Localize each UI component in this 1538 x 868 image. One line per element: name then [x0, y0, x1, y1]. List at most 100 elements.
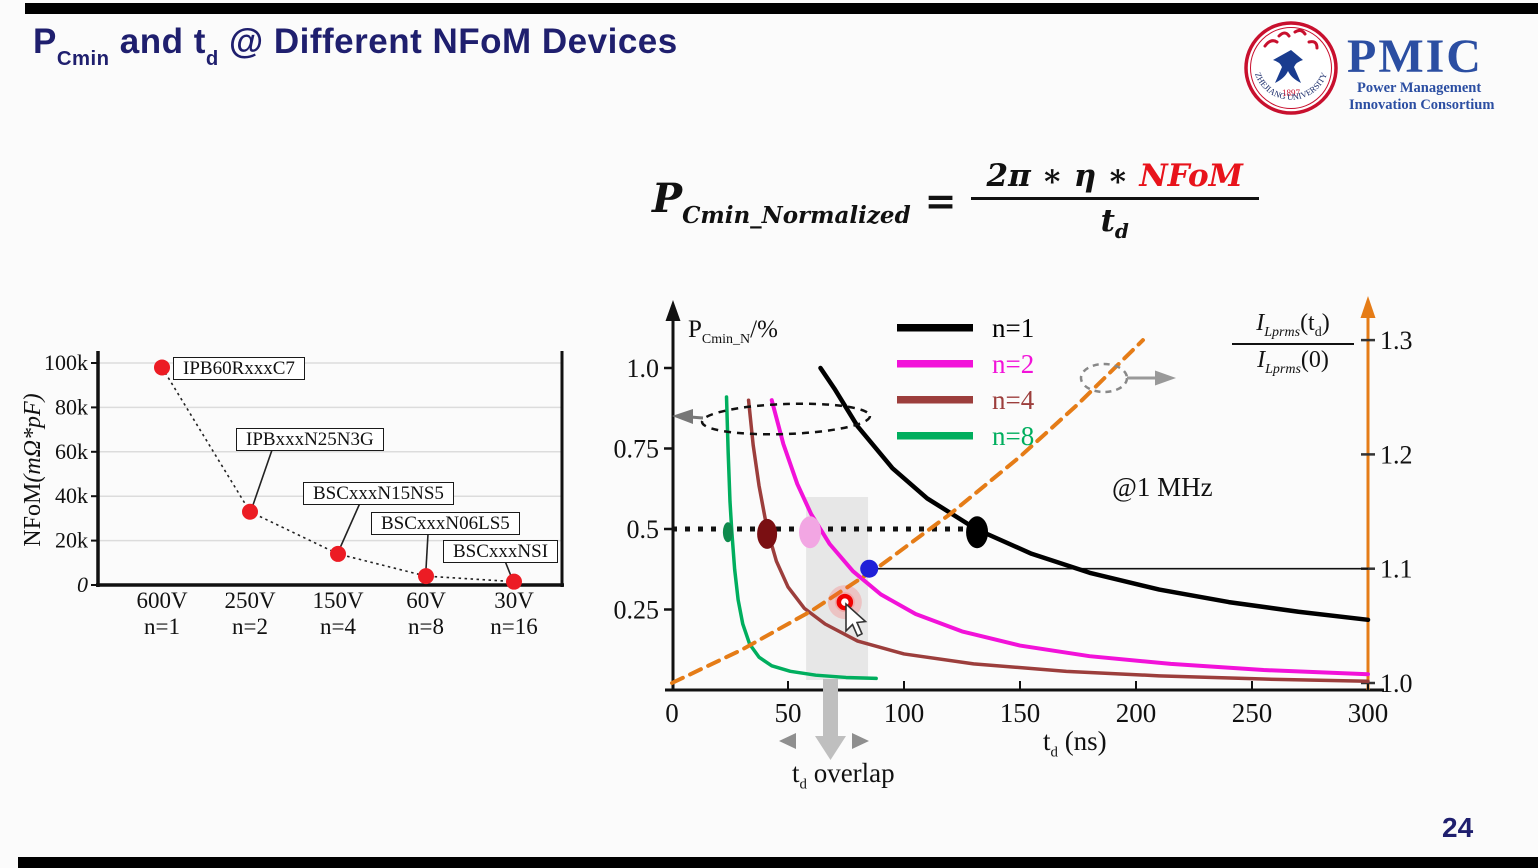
- title-mid: and t: [109, 22, 206, 61]
- formula-equals: =: [924, 178, 957, 224]
- ratio-num-base: I: [1256, 310, 1265, 336]
- legend-swatch-n=8: [897, 432, 973, 440]
- ratio-den-end: (0): [1300, 346, 1329, 373]
- right-axis-tick-label: 1.3: [1380, 326, 1413, 355]
- yaxis-label-base: P: [688, 316, 702, 343]
- x-tick-label: 150: [1000, 698, 1041, 728]
- half-point-ellipse-marker: [722, 522, 733, 543]
- parallel-count-label: n=16: [490, 614, 537, 639]
- device-label-box: BSCxxxN15NS5: [303, 482, 454, 505]
- y-tick-label: 20k: [55, 528, 88, 553]
- series-curve-n=1: [818, 365, 1371, 623]
- title-p: P: [33, 22, 57, 61]
- mouse-cursor-icon[interactable]: [845, 602, 868, 638]
- pcmin-formula: PCmin_Normalized = 2π ∗ η ∗ NFoM td: [652, 158, 1259, 243]
- nfom-data-point: [506, 573, 522, 590]
- device-label-box: IPBxxxN25N3G: [236, 428, 384, 451]
- formula-num-prefix: 2π ∗ η ∗: [986, 158, 1140, 194]
- device-label-leader-line: [252, 449, 273, 506]
- device-label-box: BSCxxxNSI: [443, 540, 559, 563]
- formula-lhs-sub: Cmin_Normalized: [682, 201, 911, 229]
- right-chart-axes: [665, 296, 1384, 692]
- formula-fraction: 2π ∗ η ∗ NFoM td: [970, 158, 1259, 243]
- nfom-data-point: [154, 359, 170, 376]
- ratio-den-base: I: [1257, 346, 1266, 373]
- seal-year: 1897: [1282, 88, 1301, 98]
- annotations: [672, 362, 1176, 760]
- ratio-num-mid: (t: [1300, 310, 1315, 336]
- y-tick-label: 80k: [55, 394, 88, 419]
- left-callout-arrowhead: [672, 409, 693, 424]
- ratio-num-sub: Lprms: [1264, 324, 1301, 340]
- nfom-data-point: [242, 503, 258, 520]
- seal-eagle-icon: [1273, 50, 1303, 83]
- right-callout-arrowhead: [1155, 370, 1176, 386]
- series-curve-n=2: [769, 398, 1370, 677]
- seal-calligraphy-strokes: [1263, 28, 1319, 50]
- parallel-count-label: n=8: [408, 614, 444, 639]
- legend-swatch-n=4: [897, 396, 973, 404]
- voltage-class-label: 150V: [312, 588, 364, 613]
- top-bar: [25, 3, 1538, 14]
- right-axis-arrowhead: [1360, 296, 1376, 318]
- cursor-layer: [845, 602, 868, 638]
- x-tick-label: 0: [665, 698, 679, 728]
- pmic-text: PMIC: [1347, 30, 1483, 83]
- left-axis-callout-ellipse: [700, 402, 872, 436]
- right-axis-tick-label: 1.0: [1380, 669, 1413, 698]
- ratio-num-end: ): [1321, 310, 1330, 336]
- half-point-ellipse-marker: [757, 518, 778, 549]
- x-tick-label: 200: [1116, 698, 1157, 728]
- formula-lhs-base: P: [652, 174, 683, 222]
- ratio-1p1-blue-dot: [860, 559, 879, 578]
- left-axis-tick-label: 0.75: [614, 435, 660, 464]
- td-overlap-label: td overlap: [792, 758, 895, 793]
- nfom-data-point: [330, 545, 346, 562]
- formula-numerator: 2π ∗ η ∗ NFoM: [970, 158, 1259, 200]
- pmic-wordmark: PMIC Power Management Innovation Consort…: [1347, 30, 1494, 113]
- half-point-ellipse-marker: [799, 516, 822, 549]
- y-tick-label: 40k: [55, 483, 88, 508]
- legend-label-n=8: n=8: [992, 421, 1034, 451]
- x-tick-label: 100: [884, 698, 925, 728]
- voltage-class-label: 30V: [494, 588, 534, 613]
- y-tick-label: 100k: [44, 350, 88, 375]
- x-tick-label: 300: [1348, 698, 1389, 728]
- frequency-annotation: @1 MHz: [1112, 472, 1213, 502]
- title-p-sub: Cmin: [56, 48, 110, 70]
- device-label-leader-line: [504, 560, 512, 577]
- xaxis-label-suffix: (ns): [1057, 726, 1107, 756]
- pmic-university-logo: 1897 ZHEJIANG UNIVERSITY PMIC Power Mana…: [1244, 21, 1494, 115]
- device-label-leader-line: [425, 533, 429, 570]
- left-axis-tick-label: 0.25: [614, 596, 660, 625]
- voltage-class-label: 60V: [406, 588, 446, 613]
- voltage-class-label: 250V: [224, 588, 276, 613]
- ratio-label-numerator: ILprms(td): [1232, 310, 1354, 345]
- series-curve-n=4: [746, 398, 1370, 684]
- page-title: PCmin and td @ Different NFoM Devices: [33, 22, 678, 70]
- parallel-count-label: n=4: [320, 614, 356, 639]
- title-t-sub: d: [205, 48, 219, 70]
- voltage-class-label: 600V: [136, 588, 188, 613]
- overlap-label-sub: d: [799, 776, 807, 793]
- nfom-data-point: [418, 568, 434, 585]
- title-rest: @ Different NFoM Devices: [218, 22, 678, 61]
- half-point-ellipse-marker: [966, 516, 989, 549]
- right-axis-tick-label: 1.2: [1380, 440, 1413, 469]
- left-axis-arrowhead: [665, 300, 681, 321]
- series-curve-ILprms_ratio: [670, 338, 1145, 685]
- pmic-tagline-1: Power Management: [1357, 80, 1481, 96]
- yaxis-label-suffix: /%: [750, 316, 778, 343]
- pmic-tagline-2: Innovation Consortium: [1349, 97, 1494, 113]
- seal-inner-ring: [1250, 27, 1332, 109]
- formula-nfom-red: NFoM: [1139, 158, 1243, 194]
- xaxis-label: td (ns): [1043, 726, 1107, 761]
- university-seal: 1897 ZHEJIANG UNIVERSITY: [1244, 21, 1338, 115]
- overlap-down-arrow-shaft: [823, 679, 838, 736]
- legend-swatch-n=1: [897, 324, 973, 332]
- y-tick-label: 0: [77, 572, 88, 597]
- formula-lhs: PCmin_Normalized: [652, 174, 911, 229]
- overlap-label-suffix: overlap: [806, 758, 895, 788]
- formula-den-base: t: [1100, 203, 1115, 239]
